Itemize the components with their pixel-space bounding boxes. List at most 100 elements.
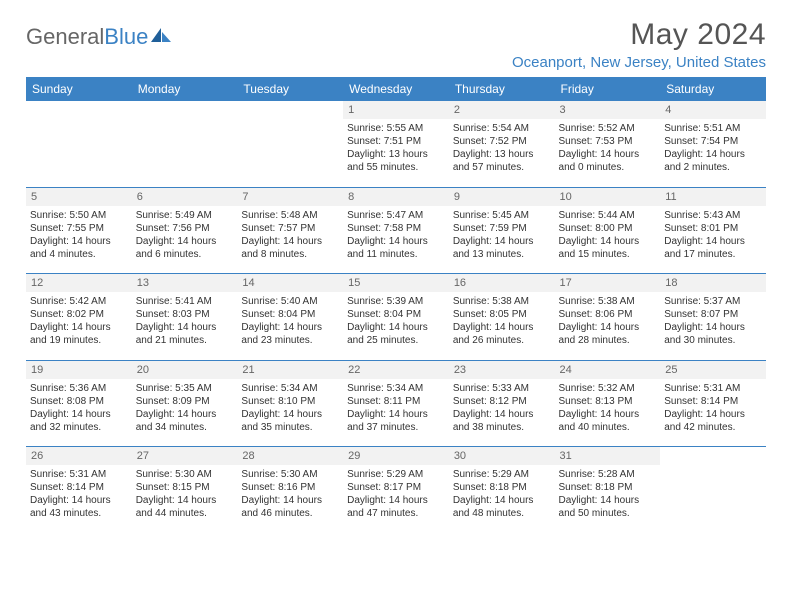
sunrise-text: Sunrise: 5:39 AM xyxy=(347,295,445,308)
day-header: Wednesday xyxy=(343,77,449,101)
sunrise-text: Sunrise: 5:29 AM xyxy=(453,468,551,481)
day-cell: 30Sunrise: 5:29 AMSunset: 8:18 PMDayligh… xyxy=(449,447,555,533)
week-row: 5Sunrise: 5:50 AMSunset: 7:55 PMDaylight… xyxy=(26,188,766,274)
daylight-text: and 2 minutes. xyxy=(664,161,762,174)
week-row: 1Sunrise: 5:55 AMSunset: 7:51 PMDaylight… xyxy=(26,101,766,187)
daylight-text: Daylight: 14 hours xyxy=(136,408,234,421)
day-cell: 2Sunrise: 5:54 AMSunset: 7:52 PMDaylight… xyxy=(449,101,555,187)
sunrise-text: Sunrise: 5:34 AM xyxy=(347,382,445,395)
week-row: 26Sunrise: 5:31 AMSunset: 8:14 PMDayligh… xyxy=(26,447,766,533)
day-number: 25 xyxy=(660,361,766,379)
sunrise-text: Sunrise: 5:37 AM xyxy=(664,295,762,308)
brand-part1: General xyxy=(26,24,104,50)
day-cell: 1Sunrise: 5:55 AMSunset: 7:51 PMDaylight… xyxy=(343,101,449,187)
daylight-text: and 50 minutes. xyxy=(559,507,657,520)
sunrise-text: Sunrise: 5:32 AM xyxy=(559,382,657,395)
day-number: 14 xyxy=(237,274,343,292)
sunrise-text: Sunrise: 5:55 AM xyxy=(347,122,445,135)
sunset-text: Sunset: 8:18 PM xyxy=(453,481,551,494)
daylight-text: Daylight: 14 hours xyxy=(664,148,762,161)
logo-sail-icon xyxy=(151,24,173,50)
daylight-text: and 57 minutes. xyxy=(453,161,551,174)
day-number: 23 xyxy=(449,361,555,379)
daylight-text: Daylight: 14 hours xyxy=(241,235,339,248)
daylight-text: Daylight: 14 hours xyxy=(241,408,339,421)
sunrise-text: Sunrise: 5:52 AM xyxy=(559,122,657,135)
daylight-text: and 0 minutes. xyxy=(559,161,657,174)
day-header: Friday xyxy=(555,77,661,101)
day-cell: 22Sunrise: 5:34 AMSunset: 8:11 PMDayligh… xyxy=(343,361,449,447)
sunset-text: Sunset: 8:01 PM xyxy=(664,222,762,235)
daylight-text: Daylight: 14 hours xyxy=(453,321,551,334)
sunset-text: Sunset: 8:08 PM xyxy=(30,395,128,408)
day-cell: 27Sunrise: 5:30 AMSunset: 8:15 PMDayligh… xyxy=(132,447,238,533)
day-cell: 12Sunrise: 5:42 AMSunset: 8:02 PMDayligh… xyxy=(26,274,132,360)
sunset-text: Sunset: 8:14 PM xyxy=(664,395,762,408)
day-cell: 21Sunrise: 5:34 AMSunset: 8:10 PMDayligh… xyxy=(237,361,343,447)
daylight-text: Daylight: 14 hours xyxy=(559,494,657,507)
sunrise-text: Sunrise: 5:45 AM xyxy=(453,209,551,222)
sunrise-text: Sunrise: 5:31 AM xyxy=(30,468,128,481)
sunset-text: Sunset: 7:52 PM xyxy=(453,135,551,148)
day-number: 3 xyxy=(555,101,661,119)
day-number: 27 xyxy=(132,447,238,465)
day-number: 7 xyxy=(237,188,343,206)
daylight-text: and 46 minutes. xyxy=(241,507,339,520)
daylight-text: Daylight: 14 hours xyxy=(664,321,762,334)
day-cell: 31Sunrise: 5:28 AMSunset: 8:18 PMDayligh… xyxy=(555,447,661,533)
daylight-text: and 40 minutes. xyxy=(559,421,657,434)
sunset-text: Sunset: 8:18 PM xyxy=(559,481,657,494)
day-cell: 14Sunrise: 5:40 AMSunset: 8:04 PMDayligh… xyxy=(237,274,343,360)
daylight-text: Daylight: 14 hours xyxy=(559,235,657,248)
daylight-text: Daylight: 14 hours xyxy=(347,235,445,248)
day-cell: 10Sunrise: 5:44 AMSunset: 8:00 PMDayligh… xyxy=(555,188,661,274)
daylight-text: Daylight: 14 hours xyxy=(136,494,234,507)
brand-logo: GeneralBlue xyxy=(26,24,173,50)
daylight-text: Daylight: 14 hours xyxy=(453,408,551,421)
sunset-text: Sunset: 8:03 PM xyxy=(136,308,234,321)
day-cell xyxy=(26,101,132,187)
daylight-text: and 23 minutes. xyxy=(241,334,339,347)
sunrise-text: Sunrise: 5:44 AM xyxy=(559,209,657,222)
day-number: 29 xyxy=(343,447,449,465)
day-number: 24 xyxy=(555,361,661,379)
daylight-text: and 11 minutes. xyxy=(347,248,445,261)
daylight-text: and 19 minutes. xyxy=(30,334,128,347)
day-number: 18 xyxy=(660,274,766,292)
daylight-text: Daylight: 14 hours xyxy=(453,235,551,248)
day-header: Thursday xyxy=(449,77,555,101)
sunset-text: Sunset: 8:13 PM xyxy=(559,395,657,408)
daylight-text: Daylight: 14 hours xyxy=(664,235,762,248)
day-number: 8 xyxy=(343,188,449,206)
sunrise-text: Sunrise: 5:48 AM xyxy=(241,209,339,222)
daylight-text: Daylight: 14 hours xyxy=(453,494,551,507)
day-number: 19 xyxy=(26,361,132,379)
sunset-text: Sunset: 8:11 PM xyxy=(347,395,445,408)
week-row: 19Sunrise: 5:36 AMSunset: 8:08 PMDayligh… xyxy=(26,361,766,447)
sunset-text: Sunset: 8:07 PM xyxy=(664,308,762,321)
sunrise-text: Sunrise: 5:35 AM xyxy=(136,382,234,395)
day-cell xyxy=(237,101,343,187)
daylight-text: Daylight: 14 hours xyxy=(30,321,128,334)
day-cell: 18 Sunrise: 5:37 AMSunset: 8:07 PMDayligh… xyxy=(660,274,766,360)
daylight-text: and 48 minutes. xyxy=(453,507,551,520)
day-cell: 16Sunrise: 5:38 AMSunset: 8:05 PMDayligh… xyxy=(449,274,555,360)
daylight-text: and 28 minutes. xyxy=(559,334,657,347)
sunset-text: Sunset: 8:04 PM xyxy=(347,308,445,321)
sunrise-text: Sunrise: 5:33 AM xyxy=(453,382,551,395)
sunrise-text: Sunrise: 5:40 AM xyxy=(241,295,339,308)
sunset-text: Sunset: 8:12 PM xyxy=(453,395,551,408)
sunset-text: Sunset: 7:54 PM xyxy=(664,135,762,148)
daylight-text: and 30 minutes. xyxy=(664,334,762,347)
day-cell: 26Sunrise: 5:31 AMSunset: 8:14 PMDayligh… xyxy=(26,447,132,533)
sunrise-text: Sunrise: 5:31 AM xyxy=(664,382,762,395)
daylight-text: and 43 minutes. xyxy=(30,507,128,520)
daylight-text: Daylight: 13 hours xyxy=(453,148,551,161)
brand-part2: Blue xyxy=(104,24,148,50)
daylight-text: Daylight: 14 hours xyxy=(136,321,234,334)
daylight-text: and 37 minutes. xyxy=(347,421,445,434)
daylight-text: and 4 minutes. xyxy=(30,248,128,261)
sunrise-text: Sunrise: 5:38 AM xyxy=(559,295,657,308)
daylight-text: Daylight: 14 hours xyxy=(30,494,128,507)
day-cell xyxy=(660,447,766,533)
